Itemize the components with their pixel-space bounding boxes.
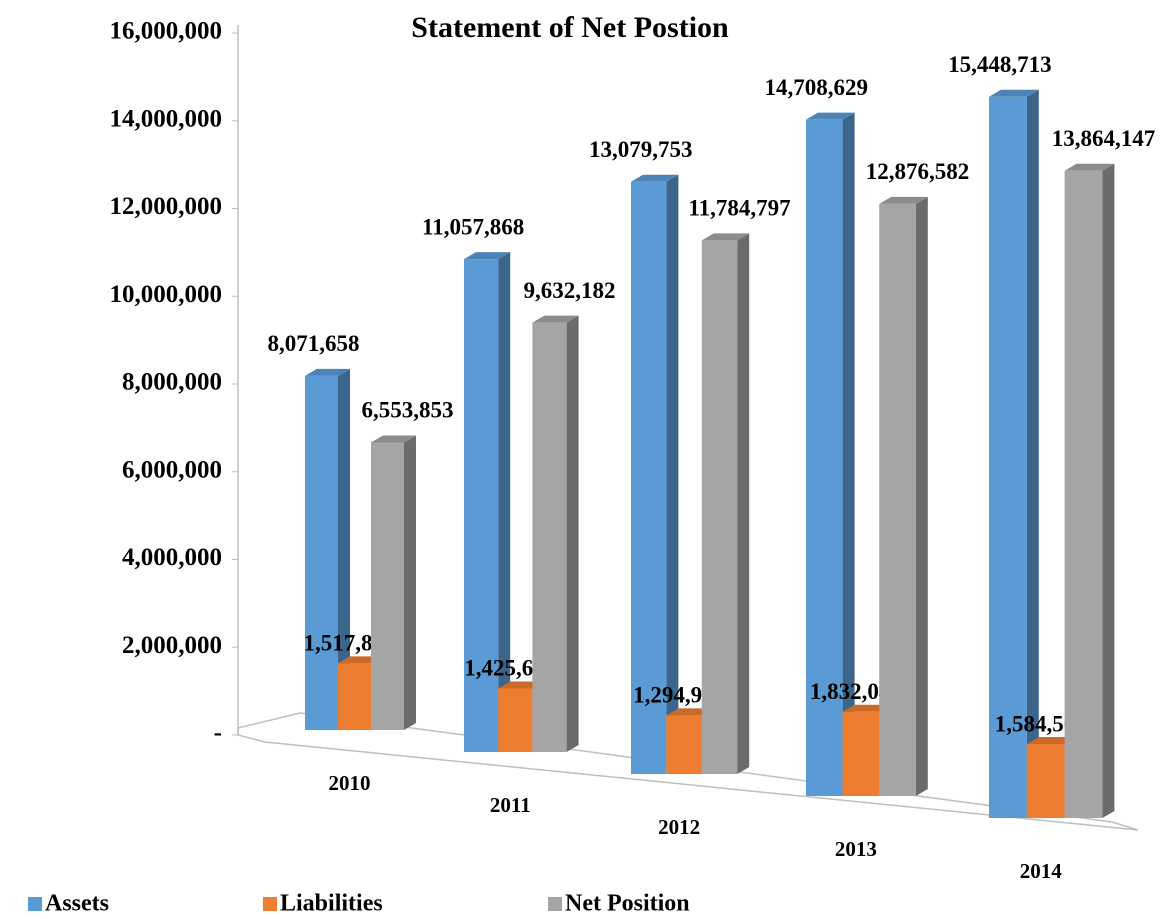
bar-front bbox=[989, 96, 1027, 818]
data-label: 12,876,582 bbox=[866, 159, 970, 184]
y-tick-label: 14,000,000 bbox=[110, 105, 223, 132]
bar-side bbox=[1026, 89, 1039, 818]
data-label: 11,057,868 bbox=[422, 214, 524, 239]
bar bbox=[1064, 163, 1115, 818]
bar-front bbox=[631, 181, 667, 775]
legend-swatch bbox=[263, 897, 277, 911]
bar-front bbox=[842, 711, 880, 796]
y-tick-label: 8,000,000 bbox=[122, 369, 222, 396]
bar-top bbox=[371, 435, 416, 443]
bar-front bbox=[338, 663, 371, 730]
bar-front bbox=[666, 715, 702, 774]
bar-top bbox=[1026, 737, 1077, 745]
x-tick-label: 2012 bbox=[658, 815, 700, 839]
x-tick-label: 2010 bbox=[329, 771, 371, 795]
x-tick-label: 2013 bbox=[835, 837, 877, 861]
legend-label: Assets bbox=[45, 891, 109, 917]
floor bbox=[237, 712, 1139, 831]
legend-swatch bbox=[548, 897, 562, 911]
bar bbox=[701, 233, 750, 774]
bar-top bbox=[631, 174, 679, 182]
bar-top bbox=[305, 368, 350, 376]
data-label: 8,071,658 bbox=[268, 331, 360, 356]
bar bbox=[989, 89, 1039, 818]
bar-side bbox=[666, 174, 679, 775]
bar bbox=[464, 252, 511, 752]
y-tick-label: 2,000,000 bbox=[122, 632, 222, 659]
bar-side bbox=[737, 233, 750, 774]
bar bbox=[806, 112, 855, 796]
bar-top bbox=[1064, 163, 1115, 171]
bar bbox=[879, 196, 928, 797]
x-tick-label: 2011 bbox=[490, 793, 531, 817]
bar bbox=[532, 315, 579, 752]
bar-front bbox=[701, 240, 738, 774]
bar-side bbox=[842, 112, 855, 796]
data-label: 13,864,147 bbox=[1052, 126, 1156, 151]
data-label: 11,784,797 bbox=[688, 196, 790, 221]
data-label: 15,448,713 bbox=[948, 52, 1052, 77]
data-label: 6,553,853 bbox=[362, 398, 454, 423]
x-tick-label: 2014 bbox=[1020, 859, 1063, 883]
bar-front bbox=[532, 322, 567, 752]
bar-side bbox=[498, 252, 511, 752]
bar bbox=[371, 435, 416, 730]
bar-side bbox=[338, 368, 350, 730]
bar-top bbox=[989, 89, 1039, 97]
bar-top bbox=[806, 112, 855, 120]
y-tick-label: - bbox=[214, 720, 222, 747]
y-tick-label: 16,000,000 bbox=[110, 18, 223, 45]
bar-front bbox=[498, 688, 533, 752]
bar-top bbox=[464, 252, 511, 260]
bar-side bbox=[566, 315, 579, 752]
legend-label: Net Position bbox=[565, 891, 690, 917]
bar-front bbox=[879, 203, 916, 797]
bar-side bbox=[404, 435, 416, 730]
legend-label: Liabilities bbox=[280, 891, 383, 917]
data-label: 13,079,753 bbox=[589, 137, 693, 162]
chart-title: Statement of Net Postion bbox=[411, 11, 729, 44]
data-label: 9,632,182 bbox=[524, 278, 616, 303]
y-tick-label: 6,000,000 bbox=[122, 456, 222, 483]
legend-swatch bbox=[28, 897, 42, 911]
bar bbox=[631, 174, 679, 775]
bar-top bbox=[701, 233, 750, 241]
bar-front bbox=[464, 259, 499, 752]
bar-top bbox=[532, 315, 579, 323]
bar-front bbox=[806, 119, 843, 796]
bar-front bbox=[1026, 744, 1065, 818]
y-tick-label: 10,000,000 bbox=[110, 281, 223, 308]
bar-top bbox=[842, 704, 892, 712]
y-tick-label: 12,000,000 bbox=[110, 193, 223, 220]
y-tick-label: 4,000,000 bbox=[122, 544, 222, 571]
bar-front bbox=[1064, 170, 1103, 818]
bar-top bbox=[879, 196, 928, 204]
data-label: 14,708,629 bbox=[765, 75, 869, 100]
bar bbox=[305, 368, 350, 730]
bar-side bbox=[915, 196, 928, 797]
bar-side bbox=[1102, 163, 1115, 818]
bar-front bbox=[371, 442, 404, 730]
bar-front bbox=[305, 375, 338, 730]
